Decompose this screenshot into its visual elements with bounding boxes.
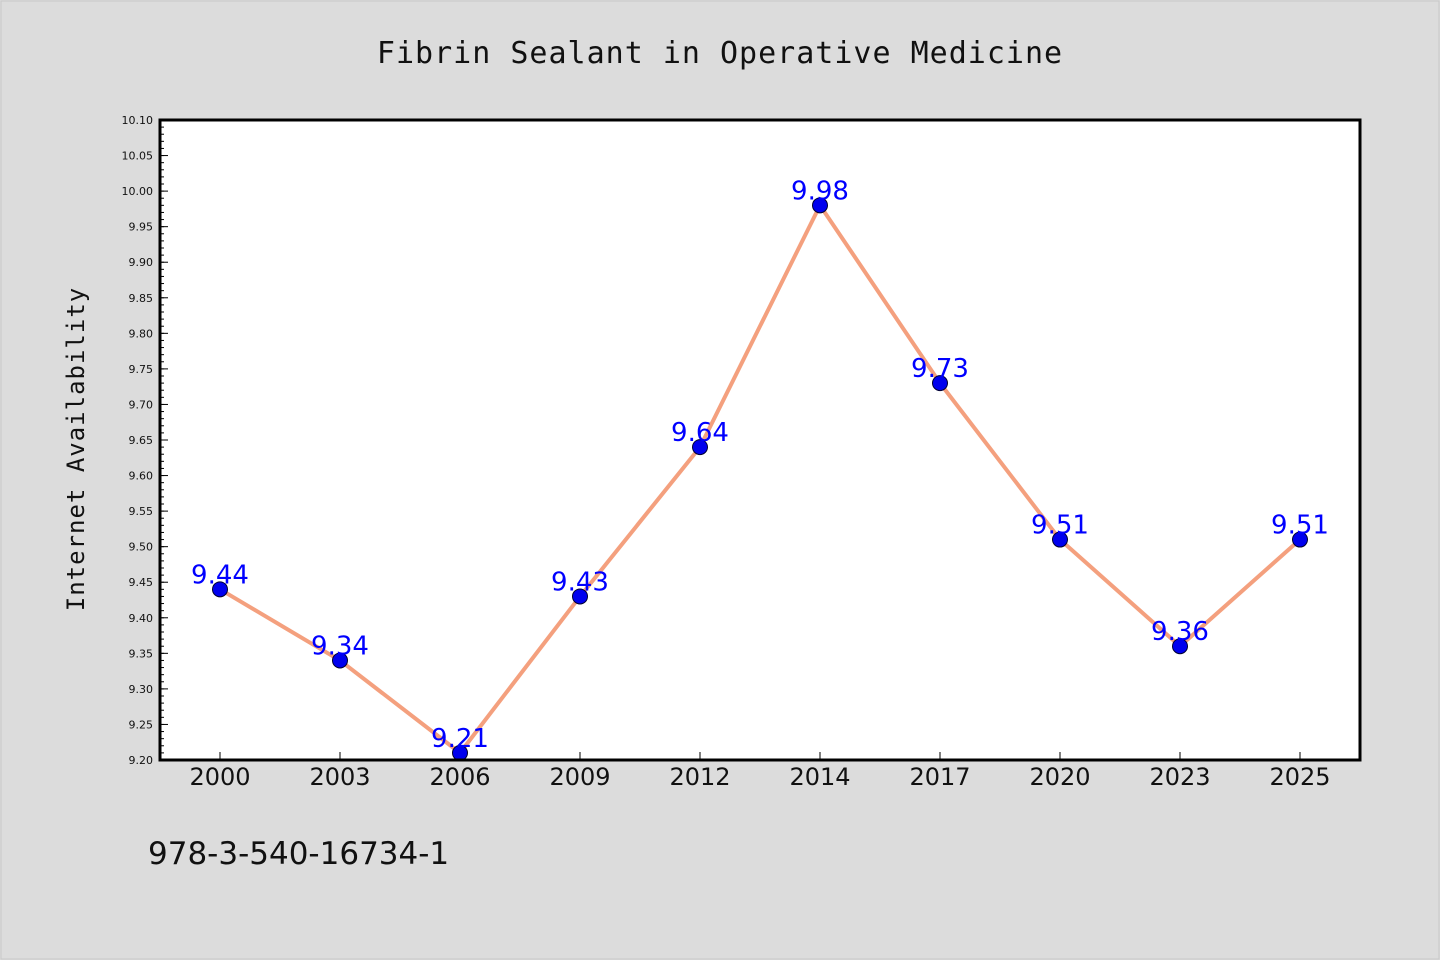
- y-tick-label: 9.60: [129, 470, 154, 483]
- x-tick-label: 2000: [189, 763, 250, 791]
- x-tick-label: 2006: [429, 763, 490, 791]
- x-tick-label: 2017: [909, 763, 970, 791]
- plot-frame: [158, 118, 1362, 762]
- y-tick-label: 9.80: [129, 327, 154, 340]
- y-axis-label: Internet Availability: [62, 287, 90, 611]
- y-tick-label: 9.85: [129, 292, 154, 305]
- data-point-marker: [812, 197, 828, 214]
- data-label: 9.51: [1031, 511, 1089, 541]
- y-tick-label: 9.55: [129, 505, 154, 518]
- x-tick-label: 2025: [1269, 763, 1330, 791]
- y-tick-label: 10.10: [122, 114, 154, 127]
- markers-group: [212, 197, 1308, 761]
- y-tick-label: 9.65: [129, 434, 154, 447]
- data-label: 9.34: [311, 631, 369, 661]
- y-tick-label: 9.45: [129, 576, 154, 589]
- x-tick-label: 2003: [309, 763, 370, 791]
- data-label: 9.51: [1271, 511, 1329, 541]
- y-tick-label: 9.20: [129, 754, 154, 767]
- data-point-marker: [1292, 531, 1308, 548]
- y-tick-label: 10.00: [122, 185, 154, 198]
- y-tick-label: 9.95: [129, 221, 154, 234]
- data-label: 9.64: [671, 418, 729, 448]
- isbn-footnote: 978-3-540-16734-1: [148, 836, 449, 872]
- x-tick-label: 2012: [669, 763, 730, 791]
- y-tick-label: 9.35: [129, 647, 154, 660]
- data-labels-group: 9.44 9.34 9.21 9.43 9.64 9.98 9.73 9.51 9.36 9.51: [191, 176, 1329, 754]
- data-label: 9.36: [1151, 617, 1209, 647]
- data-point-marker: [332, 652, 348, 669]
- data-label: 9.21: [431, 724, 489, 754]
- chart-title: Fibrin Sealant in Operative Medicine: [377, 36, 1063, 71]
- data-label: 9.73: [911, 354, 969, 384]
- data-point-marker: [692, 439, 708, 456]
- data-label: 9.44: [191, 560, 249, 590]
- y-tick-label: 9.50: [129, 541, 154, 554]
- plot-area: [160, 120, 1360, 760]
- data-point-marker: [212, 581, 228, 598]
- data-point-marker: [932, 375, 948, 392]
- x-tick-label: 2014: [789, 763, 850, 791]
- series-line-group: [218, 203, 1302, 755]
- data-point-marker: [1052, 531, 1068, 548]
- y-tick-label: 9.75: [129, 363, 154, 376]
- y-tick-label: 9.90: [129, 256, 154, 269]
- y-tick-label: 9.25: [129, 718, 154, 731]
- data-label: 9.43: [551, 567, 609, 597]
- series-line: [218, 203, 1302, 755]
- y-tick-label: 9.30: [129, 683, 154, 696]
- x-axis: 2000 2003 2006 2009 2012 2014 2017 2020 2023 2025: [189, 752, 1331, 791]
- y-tick-label: 9.70: [129, 398, 154, 411]
- y-tick-label: 10.05: [122, 150, 154, 163]
- data-label: 9.98: [791, 176, 849, 206]
- x-tick-label: 2009: [549, 763, 610, 791]
- y-axis: 9.20 9.25 9.30 9.35 9.40 9.45 9.50 9.55 9.60 9.65…: [122, 114, 168, 767]
- y-tick-label: 9.40: [129, 612, 154, 625]
- data-point-marker: [1172, 638, 1188, 655]
- x-tick-label: 2020: [1029, 763, 1090, 791]
- x-tick-label: 2023: [1149, 763, 1210, 791]
- data-point-marker: [572, 588, 588, 605]
